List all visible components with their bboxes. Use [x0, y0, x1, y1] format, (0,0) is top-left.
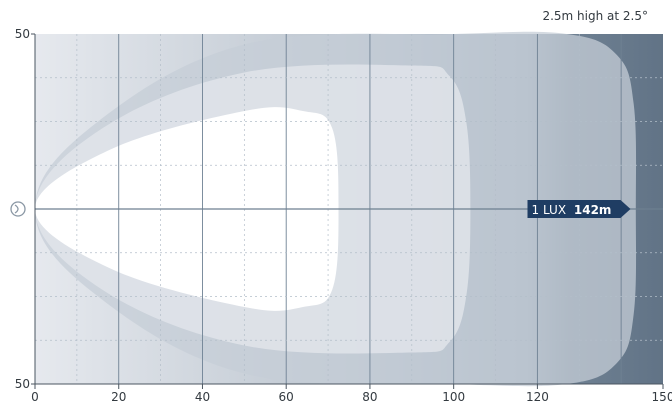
callout-lux-label: 1 LUX: [532, 203, 567, 217]
x-tick-label: 120: [526, 390, 549, 404]
y-tick-label: 50: [15, 377, 30, 391]
x-tick-label: 0: [31, 390, 39, 404]
y-tick-label: 50: [15, 27, 30, 41]
callout-arrow-shape: [527, 200, 631, 218]
x-tick-label: 60: [279, 390, 294, 404]
callout-label: 1 LUX 142m: [532, 203, 612, 217]
x-tick-label: 40: [195, 390, 210, 404]
x-axis-ticks: 0 20 40 60 80 100 120 150: [31, 384, 672, 404]
lux-callout: 1 LUX 142m: [527, 200, 631, 218]
x-tick-label: 80: [362, 390, 377, 404]
callout-distance-value: 142m: [574, 203, 612, 217]
x-tick-label: 20: [111, 390, 126, 404]
y-axis-ticks: 50 50: [15, 27, 35, 391]
x-tick-label: 150: [652, 390, 672, 404]
chart-subtitle: 2.5m high at 2.5°: [542, 9, 648, 23]
x-tick-label: 100: [442, 390, 465, 404]
lamp-icon: [10, 201, 26, 217]
